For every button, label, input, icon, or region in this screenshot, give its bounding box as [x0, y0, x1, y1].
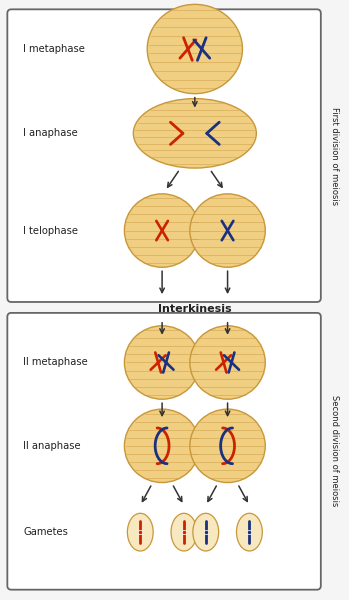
Text: First division of meiosis: First division of meiosis: [330, 107, 339, 205]
Ellipse shape: [147, 4, 243, 94]
Ellipse shape: [190, 194, 265, 267]
Ellipse shape: [127, 513, 153, 551]
Ellipse shape: [237, 513, 262, 551]
Ellipse shape: [124, 326, 200, 399]
Text: Gametes: Gametes: [23, 527, 68, 537]
Ellipse shape: [171, 513, 197, 551]
Text: I telophase: I telophase: [23, 226, 78, 236]
Ellipse shape: [190, 409, 265, 482]
FancyBboxPatch shape: [7, 313, 321, 590]
Ellipse shape: [133, 98, 257, 168]
Text: II anaphase: II anaphase: [23, 441, 81, 451]
Text: I metaphase: I metaphase: [23, 44, 85, 54]
Text: II metaphase: II metaphase: [23, 358, 88, 367]
Ellipse shape: [124, 194, 200, 267]
Text: I anaphase: I anaphase: [23, 128, 78, 139]
Ellipse shape: [193, 513, 218, 551]
Ellipse shape: [124, 409, 200, 482]
Ellipse shape: [190, 326, 265, 399]
Text: Second division of meiosis: Second division of meiosis: [330, 395, 339, 506]
FancyBboxPatch shape: [7, 10, 321, 302]
Text: Interkinesis: Interkinesis: [158, 304, 232, 314]
